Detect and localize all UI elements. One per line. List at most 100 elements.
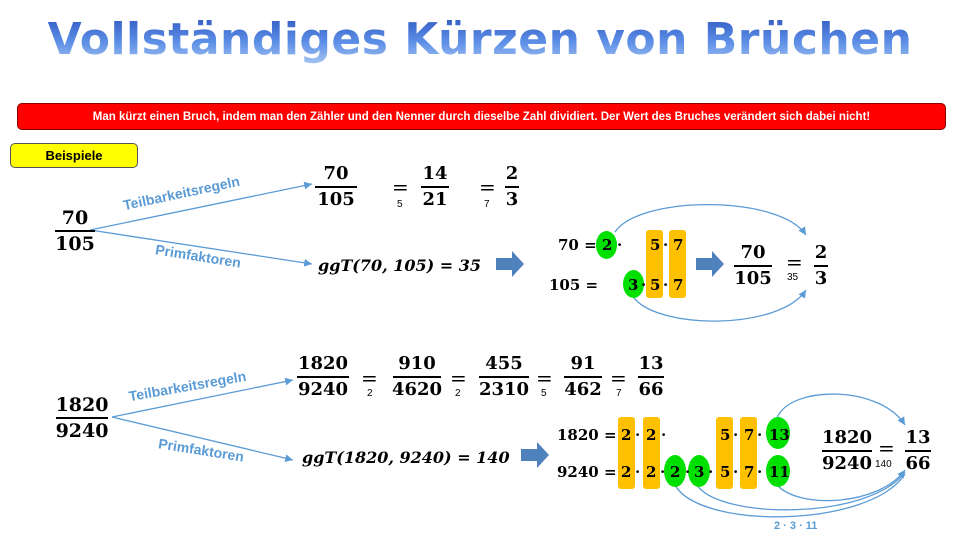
- block-arrow-1: [496, 251, 524, 277]
- ex1-chain-den-3: 3: [505, 189, 519, 210]
- ex2-result-from-num: 1820: [821, 427, 873, 448]
- ex1-chain-fraction-2: 14 21: [421, 163, 449, 211]
- ex1-result-from-den: 105: [734, 268, 772, 289]
- ex1-row2-label: 105 =: [549, 276, 599, 294]
- ex2-result-to-num: 13: [905, 427, 931, 448]
- ex1-result-from: 70 105: [734, 242, 772, 290]
- ex1-start-num: 70: [61, 207, 89, 229]
- ex2-chain-fraction-2: 910 4620: [391, 353, 443, 401]
- ex1-row1-factor-7: 7: [673, 236, 684, 254]
- page-title: Vollständiges Kürzen von Brüchen: [0, 14, 960, 65]
- ex1-result-to-num: 2: [814, 242, 828, 263]
- examples-label: Beispiele: [10, 143, 138, 168]
- ex2-chain-fraction-1: 1820 9240: [297, 353, 349, 401]
- ex2-row2-factor-2a: 2: [621, 463, 632, 481]
- ex1-row2-dot-2: ·: [663, 276, 669, 294]
- ex1-result-to-den: 3: [814, 268, 828, 289]
- ex2-leftover-factors: 2 · 3 · 11: [774, 520, 818, 532]
- ex2-row2-dot-1: ·: [635, 463, 641, 481]
- ex2-factor-box-2a: [618, 417, 635, 489]
- block-arrow-3: [521, 442, 549, 468]
- ex2-row1-dot-2: ·: [661, 426, 667, 444]
- ex1-chain-num-1: 70: [323, 163, 349, 184]
- ex2-result-divisor: 140: [875, 459, 892, 470]
- ex2-row2-dot-6: ·: [757, 463, 763, 481]
- ex1-factor-box-7: [669, 230, 686, 298]
- ex2-row2-dot-5: ·: [733, 463, 739, 481]
- ex1-row2-dot-1: ·: [641, 276, 647, 294]
- ex1-row1-dot-2: ·: [663, 236, 669, 254]
- rule-banner: Man kürzt einen Bruch, indem man den Zäh…: [17, 103, 946, 130]
- ex2-row2-factor-2b: 2: [646, 463, 657, 481]
- ex1-chain-num-2: 14: [422, 163, 448, 184]
- ex1-equals-2: =: [479, 175, 496, 199]
- ex1-divisor-1: 5: [397, 199, 403, 210]
- ex2-chain-fraction-5: 13 66: [638, 353, 664, 401]
- branch-line-bottom-2: [111, 416, 294, 462]
- ex2-row2-dot-3: ·: [685, 463, 691, 481]
- ex2-result-from: 1820 9240: [822, 427, 872, 475]
- ex2-start-num: 1820: [55, 394, 109, 416]
- ex2-row1-label: 1820 =: [557, 426, 617, 444]
- ex2-row1-factor-2a: 2: [621, 426, 632, 444]
- ex1-row2-factor-7: 7: [673, 276, 684, 294]
- ex2-row2-factor-5: 5: [720, 463, 731, 481]
- ex2-divisor-1: 2: [367, 388, 373, 399]
- curve-arrow-bottom-2c: [674, 473, 906, 518]
- ex1-ggt: ggT(70, 105) = 35: [318, 256, 482, 275]
- ex1-divisor-2: 7: [484, 199, 490, 210]
- ex2-row1-dot-4: ·: [757, 426, 763, 444]
- ex2-chain-fraction-3: 455 2310: [479, 353, 529, 401]
- ex2-oval-2: [664, 455, 686, 487]
- ex1-result-divisor: 35: [787, 272, 799, 283]
- ex2-oval-3: [688, 455, 710, 487]
- ex1-row1-dot-1: ·: [617, 236, 623, 254]
- branch-line-top-2: [111, 377, 294, 418]
- ex1-equals-1: =: [392, 175, 409, 199]
- ex1-start-den: 105: [55, 233, 95, 255]
- ex1-oval-3: [623, 270, 644, 298]
- ex2-row1-factor-13: 13: [769, 426, 790, 444]
- curve-arrow-top-1: [614, 203, 807, 236]
- ex2-factor-box-7: [740, 417, 757, 489]
- ex2-start-den: 9240: [55, 420, 109, 442]
- ex2-factor-box-5: [716, 417, 733, 489]
- ex2-chain-num-2: 910: [398, 353, 436, 374]
- curve-arrow-top-2: [776, 393, 906, 426]
- ex1-row2-factor-5: 5: [650, 276, 661, 294]
- ex2-equals-1: =: [361, 366, 378, 390]
- ex1-chain-den-1: 105: [317, 189, 355, 210]
- ex2-row1-dot-3: ·: [733, 426, 739, 444]
- ex2-row1-factor-7: 7: [744, 426, 755, 444]
- ex2-row2-factor-7: 7: [744, 463, 755, 481]
- ex1-result-equals: =: [786, 250, 803, 274]
- ex1-chain-num-3: 2: [505, 163, 519, 184]
- ex2-chain-den-2: 4620: [391, 379, 443, 400]
- ex1-oval-2: [596, 231, 617, 259]
- block-arrow-2: [696, 251, 724, 277]
- branch-line-bottom-1: [89, 229, 313, 267]
- curve-arrow-bottom-1: [633, 289, 807, 322]
- ex1-row1-label: 70 =: [558, 236, 597, 254]
- ex2-divisor-3: 5: [541, 388, 547, 399]
- ex2-chain-den-1: 9240: [297, 379, 349, 400]
- ex2-oval-13: [766, 417, 790, 449]
- ex1-row2-factor-3: 3: [628, 276, 639, 294]
- ex2-row2-factor-11: 11: [769, 463, 790, 481]
- ex1-factor-box-5: [646, 230, 663, 298]
- ex2-row2-factor-3: 3: [694, 463, 705, 481]
- ex2-equals-3: =: [536, 366, 553, 390]
- ex2-row1-factor-5: 5: [720, 426, 731, 444]
- ex2-result-equals: =: [878, 436, 895, 460]
- ex2-ggt: ggT(1820, 9240) = 140: [302, 448, 510, 467]
- ex1-chain-fraction-1: 70 105: [315, 163, 357, 211]
- ex1-start-fraction: 70 105: [55, 207, 95, 255]
- ex2-chain-den-5: 66: [638, 379, 664, 400]
- ex2-chain-num-5: 13: [638, 353, 664, 374]
- ex2-chain-den-3: 2310: [478, 379, 530, 400]
- ex2-divisor-2: 2: [455, 388, 461, 399]
- branch-line-top-1: [89, 181, 313, 231]
- ex2-equals-2: =: [450, 366, 467, 390]
